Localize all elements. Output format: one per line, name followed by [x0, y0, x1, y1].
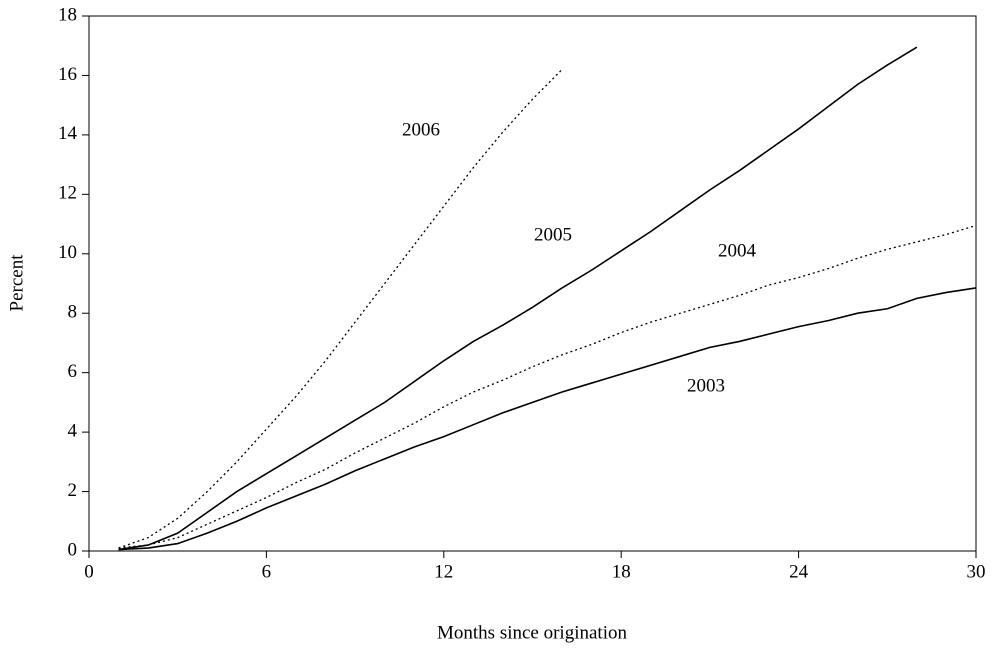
y-tick-label: 16 [58, 64, 77, 85]
y-tick-label: 0 [68, 539, 78, 560]
y-tick-label: 10 [58, 242, 77, 263]
x-axis-label: Months since origination [437, 622, 627, 643]
y-tick-label: 4 [68, 420, 78, 441]
x-tick-label: 18 [612, 561, 631, 582]
y-tick-label: 14 [58, 123, 78, 144]
y-tick-label: 8 [68, 302, 78, 323]
x-tick-label: 24 [789, 561, 809, 582]
line-series [118, 46, 918, 551]
line-series [118, 224, 977, 549]
x-tick-label: 6 [262, 561, 272, 582]
y-tick-label: 18 [58, 4, 77, 25]
y-tick-label: 6 [68, 361, 78, 382]
x-tick-label: 12 [434, 561, 453, 582]
y-tick-label: 2 [68, 480, 78, 501]
y-tick-label: 12 [58, 183, 77, 204]
line-series [118, 69, 563, 549]
line-series [118, 287, 977, 551]
x-tick-label: 0 [84, 561, 94, 582]
y-axis-label: Percent [6, 254, 27, 312]
plot-frame [88, 15, 977, 552]
series-label: 2005 [534, 224, 572, 245]
series-label: 2004 [718, 240, 757, 261]
x-tick-label: 30 [967, 561, 986, 582]
series-label: 2003 [687, 375, 725, 396]
series-label: 2006 [402, 119, 440, 140]
